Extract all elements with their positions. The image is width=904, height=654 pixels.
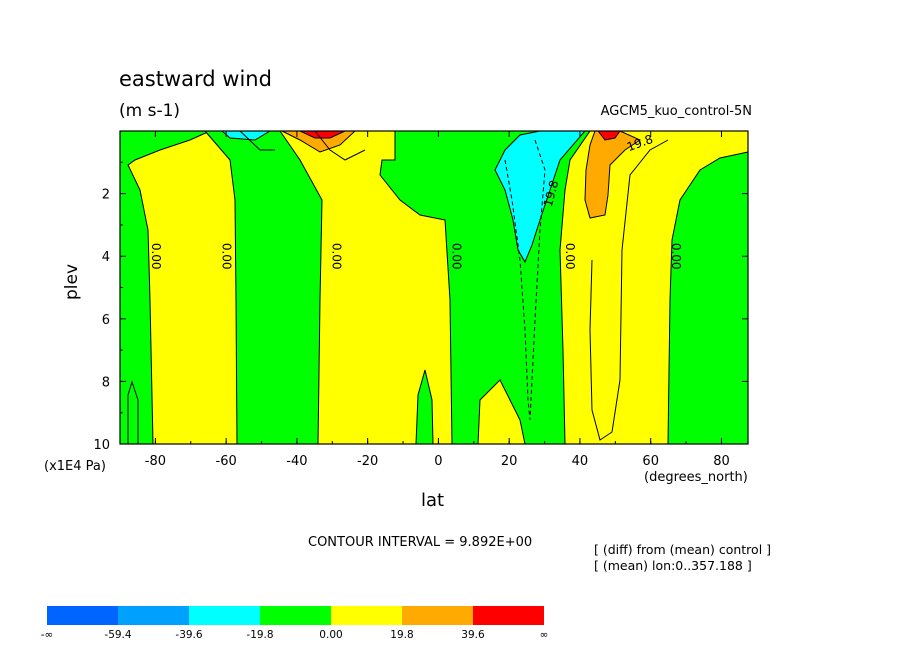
colorbar-label: ∞ <box>540 629 549 641</box>
x-tick-label: -60 <box>216 454 237 469</box>
colorbar-swatch <box>402 606 473 625</box>
x-tick-label: -40 <box>286 454 307 469</box>
colorbar-swatch <box>473 606 544 625</box>
contour-label: 0.00 <box>669 243 683 270</box>
contour-label: 19.8 <box>541 179 561 208</box>
colorbar-swatch <box>118 606 189 625</box>
x-tick-label: -20 <box>357 454 378 469</box>
x-tick-label: 40 <box>572 454 589 469</box>
x-tick-label: -80 <box>145 454 166 469</box>
colorbar-label: -∞ <box>41 629 54 641</box>
contour-label: 0.00 <box>329 243 343 270</box>
colorbar-label: -59.4 <box>104 629 131 641</box>
chart-subtitle: AGCM5_kuo_control-5N <box>600 104 752 119</box>
y-tick-label: 4 <box>102 250 110 265</box>
contour-fills <box>119 130 749 445</box>
contour-line <box>239 130 275 151</box>
colorbar-swatch <box>189 606 260 625</box>
y-tick-label: 6 <box>102 313 110 328</box>
contour-line <box>314 130 366 161</box>
contour-label: 0.00 <box>563 243 577 270</box>
contour-interval-text: CONTOUR INTERVAL = 9.892E+00 <box>308 535 533 550</box>
contour-label: 0.00 <box>149 243 163 270</box>
x-tick-label: 80 <box>713 454 730 469</box>
contour-lines <box>239 130 669 441</box>
colorbar-swatch <box>47 606 118 625</box>
contour-line <box>529 139 546 421</box>
colorbar-label: -19.8 <box>246 629 273 641</box>
y-tick-label: 8 <box>102 375 110 390</box>
colorbar-label: 19.8 <box>390 629 413 641</box>
note-mean: [ (mean) lon:0..357.188 ] <box>594 558 752 573</box>
y-axis-unit: (x1E4 Pa) <box>44 459 106 474</box>
x-axis-unit: (degrees_north) <box>644 470 748 485</box>
y-tick-label: 2 <box>102 188 110 203</box>
y-tick-label: 10 <box>93 438 110 453</box>
contour-label: 0.00 <box>450 243 464 270</box>
contour-label: 0.00 <box>220 243 234 270</box>
x-tick-label: 0 <box>434 454 442 469</box>
chart-title: eastward wind <box>119 67 272 91</box>
contour-line <box>504 159 531 421</box>
plot-axes: -80 -60 -40 -20 0 20 40 60 80 2 4 6 8 10 <box>93 130 749 469</box>
colorbar-legend: -∞ -59.4 -39.6 -19.8 0.00 19.8 39.6 ∞ <box>41 606 549 641</box>
colorbar-swatch <box>260 606 331 625</box>
chart-units: (m s-1) <box>119 101 181 121</box>
x-axis-label: lat <box>421 490 445 511</box>
colorbar-label: 39.6 <box>461 629 485 641</box>
x-tick-label: 20 <box>501 454 518 469</box>
colorbar-label: -39.6 <box>175 629 202 641</box>
fill-region-neg39.6-neg19.8 <box>494 130 587 264</box>
contour-line <box>589 139 669 441</box>
x-tick-label: 60 <box>642 454 659 469</box>
colorbar-swatch <box>331 606 402 625</box>
colorbar-label: 0.00 <box>319 629 342 641</box>
fill-region-19.8-39.6 <box>584 130 642 219</box>
note-diff: [ (diff) from (mean) control ] <box>594 542 772 557</box>
